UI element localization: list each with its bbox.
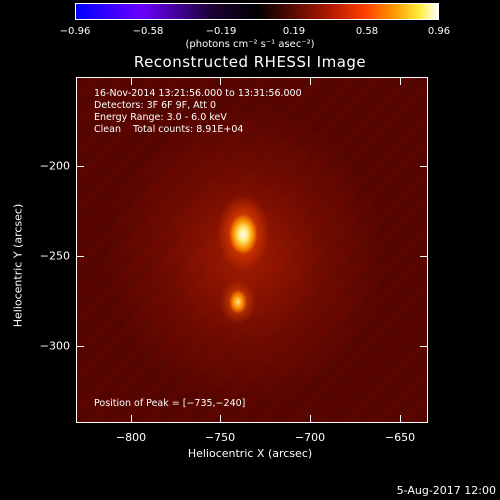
x-tick-label: −800 [115, 431, 147, 444]
colorbar-tick: 0.19 [282, 26, 306, 37]
x-major-tick [400, 415, 401, 423]
x-tick-label: −700 [294, 431, 326, 444]
detectors-text: Detectors: 3F 6F 9F, Att 0 [94, 100, 217, 111]
y-tick-label: −250 [39, 249, 70, 263]
y-major-tick [76, 256, 84, 257]
energy-range-text: Energy Range: 3.0 - 6.0 keV [94, 112, 227, 123]
y-major-tick [420, 166, 428, 167]
y-major-tick [76, 166, 84, 167]
plot-date: 5-Aug-2017 12:00 [396, 484, 496, 497]
colorbar [75, 3, 439, 20]
x-major-tick [220, 77, 221, 85]
x-tick-label: −650 [384, 431, 416, 444]
x-major-tick [131, 77, 132, 85]
peak-position-text: Position of Peak = [−735,−240] [94, 398, 246, 409]
x-tick-label: −750 [204, 431, 236, 444]
y-major-tick [420, 346, 428, 347]
rhessi-image [76, 77, 428, 423]
x-major-tick [310, 415, 311, 423]
y-major-tick [420, 256, 428, 257]
y-axis-label: Heliocentric Y (arcsec) [11, 203, 25, 328]
colorbar-tick: −0.96 [59, 26, 91, 37]
colorbar-units: (photons cm⁻² s⁻¹ asec⁻²) [185, 39, 315, 50]
colorbar-tick: 0.96 [427, 26, 451, 37]
clean-counts-text: Clean Total counts: 8.91E+04 [94, 124, 244, 135]
colorbar-tick: 0.58 [355, 26, 379, 37]
time-range-text: 16-Nov-2014 13:21:56.000 to 13:31:56.000 [94, 88, 302, 99]
colorbar-tick: −0.58 [132, 26, 164, 37]
image-title: Reconstructed RHESSI Image [133, 53, 367, 71]
y-tick-label: −300 [39, 339, 70, 353]
x-major-tick [131, 415, 132, 423]
x-major-tick [310, 77, 311, 85]
y-tick-label: −200 [39, 159, 70, 173]
x-major-tick [220, 415, 221, 423]
colorbar-tick: −0.19 [205, 26, 237, 37]
x-major-tick [400, 77, 401, 85]
y-major-tick [76, 346, 84, 347]
plot-frame [76, 77, 428, 423]
x-axis-label: Heliocentric X (arcsec) [187, 447, 313, 460]
